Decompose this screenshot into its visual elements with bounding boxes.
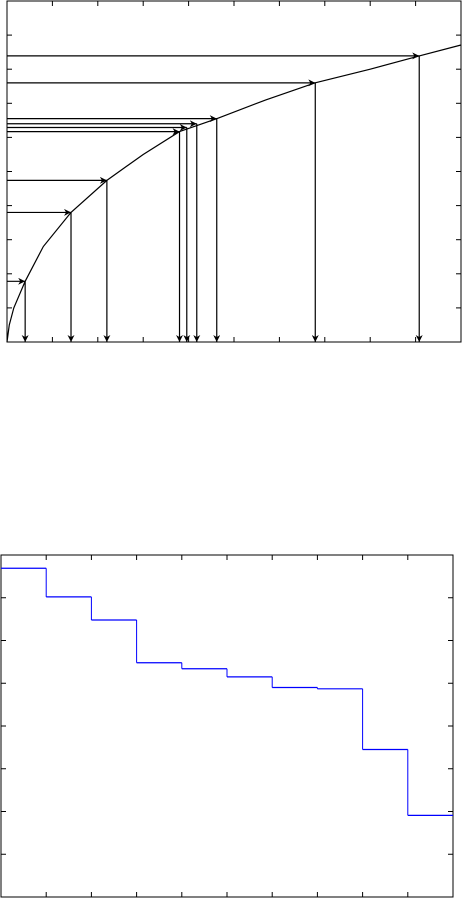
plot-frame (0, 554, 454, 898)
plot-frame (6, 0, 462, 343)
cdf-curve (6, 44, 462, 343)
